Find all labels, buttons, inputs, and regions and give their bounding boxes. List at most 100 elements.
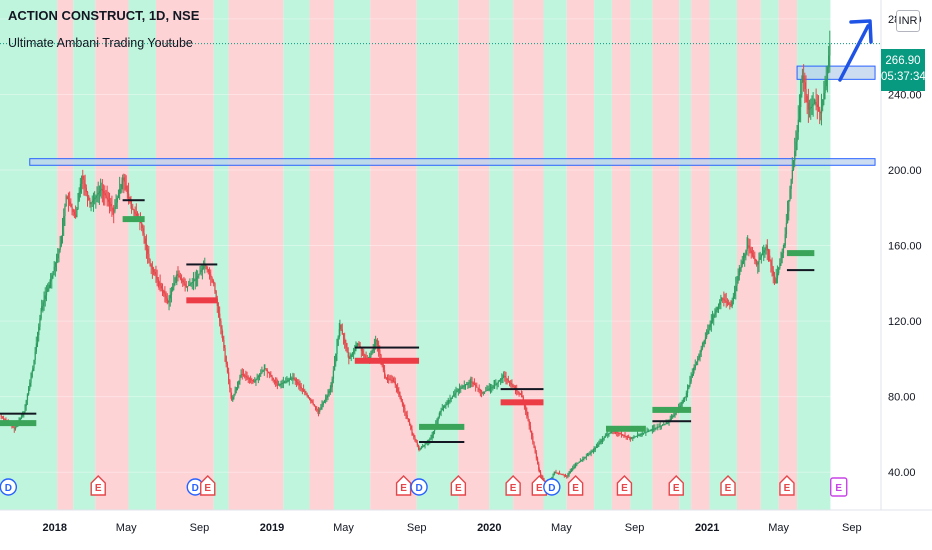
candle-body	[50, 279, 52, 282]
candle-body	[766, 245, 769, 251]
candle-body	[101, 188, 104, 192]
candle-body	[762, 252, 764, 255]
candle-body	[471, 381, 473, 383]
candle-body	[401, 401, 404, 405]
candle-body	[162, 288, 164, 291]
candle-body	[358, 343, 360, 347]
black-level-line	[0, 412, 37, 415]
earnings-badge-shape	[779, 475, 795, 496]
candle-body	[724, 300, 726, 302]
candle-body	[317, 410, 320, 412]
candle-body	[479, 389, 482, 392]
symbol-title[interactable]: ACTION CONSTRUCT, 1D, NSE	[8, 8, 200, 23]
price-tick-label: 160.00	[888, 241, 922, 253]
currency-button[interactable]: INR	[896, 10, 920, 32]
candle-body	[599, 442, 601, 444]
indicator-title[interactable]: Ultimate Ambani Trading Youtube	[8, 36, 193, 50]
candle-body	[285, 381, 287, 383]
candle-body	[335, 353, 337, 363]
green-level-line	[786, 250, 815, 257]
earnings-badge-shape	[616, 475, 633, 496]
candle-body	[803, 75, 805, 83]
candle-body	[465, 384, 467, 386]
candle-body	[553, 473, 555, 476]
candle-body	[292, 377, 294, 379]
candle-body	[309, 397, 311, 400]
candle-body	[438, 413, 441, 418]
event-marker-label: E	[835, 483, 842, 494]
candle-body	[527, 416, 529, 421]
candle-body	[145, 243, 148, 249]
candle-body	[649, 430, 651, 432]
candle-body	[334, 362, 336, 371]
earnings-badge-shape	[567, 475, 584, 496]
candle-body	[729, 304, 731, 306]
candle-body	[257, 375, 260, 378]
candle-body	[663, 424, 665, 426]
event-marker-label: E	[673, 483, 680, 494]
candle-body	[684, 397, 686, 400]
red-level-line	[354, 357, 420, 364]
candle-body	[350, 354, 352, 357]
candle-body	[606, 435, 608, 437]
candle-body	[691, 374, 693, 378]
candle-body	[631, 437, 633, 439]
candle-body	[43, 298, 45, 303]
candle-body	[525, 406, 527, 412]
candle-body	[211, 277, 213, 280]
candle-body	[785, 222, 788, 235]
candle-body	[372, 347, 374, 351]
candle-body	[812, 104, 814, 106]
red-level-line	[186, 297, 218, 304]
candle-body	[735, 285, 737, 291]
candle-body	[301, 388, 304, 390]
candle-body	[235, 387, 238, 391]
green-level-line	[122, 216, 145, 223]
candle-body	[106, 197, 108, 200]
candle-body	[633, 436, 635, 438]
candle-body	[306, 394, 308, 397]
candle-body	[56, 258, 58, 263]
candle-body	[65, 196, 67, 207]
time-axis-ticks[interactable]: 2018 May Sep 2019 May Sep 2020 May Sep 2021 May Sep	[43, 522, 862, 534]
candle-body	[589, 453, 591, 455]
candle-body	[297, 382, 299, 384]
candle-body	[313, 404, 316, 407]
candle-body	[500, 379, 502, 381]
candle-body	[740, 264, 742, 269]
candle-body	[120, 184, 122, 189]
candle-body	[220, 321, 222, 329]
candle-body	[311, 401, 313, 403]
bear-background-band	[691, 0, 710, 510]
candle-body	[505, 377, 507, 379]
candle-body	[104, 193, 106, 196]
candle-body	[716, 307, 719, 310]
candle-body	[261, 371, 263, 374]
black-level-line	[786, 269, 815, 272]
earnings-marker: E	[200, 475, 216, 496]
candle-body	[70, 204, 72, 207]
candle-body	[634, 436, 636, 438]
candle-body	[185, 285, 188, 288]
candle-body	[410, 425, 412, 430]
candle-body	[507, 380, 510, 382]
candle-body	[690, 377, 692, 382]
candle-body	[556, 472, 558, 474]
candle-body	[354, 348, 356, 351]
candle-body	[33, 360, 35, 369]
candle-body	[391, 380, 393, 382]
candle-body	[188, 285, 190, 287]
candle-body	[230, 388, 232, 397]
candle-body	[260, 373, 262, 375]
candle-body	[190, 283, 192, 285]
candle-body	[805, 89, 807, 96]
earnings-marker: E	[668, 475, 684, 496]
candle-body	[224, 348, 226, 357]
candle-body	[714, 312, 716, 315]
candle-body	[239, 377, 241, 381]
candle-body	[807, 102, 810, 110]
candle-body	[604, 436, 607, 438]
candle-body	[398, 391, 400, 395]
